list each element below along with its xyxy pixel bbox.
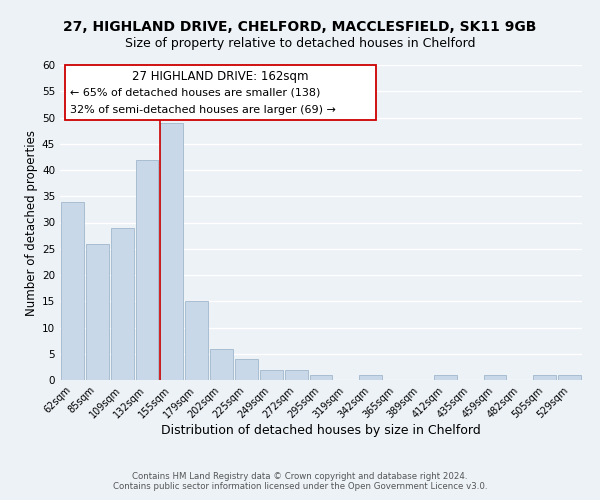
Text: Contains HM Land Registry data © Crown copyright and database right 2024.: Contains HM Land Registry data © Crown c… [132,472,468,481]
Bar [484,375,506,380]
Bar [533,375,556,380]
Text: 27, HIGHLAND DRIVE, CHELFORD, MACCLESFIELD, SK11 9GB: 27, HIGHLAND DRIVE, CHELFORD, MACCLESFIE… [64,20,536,34]
Text: ← 65% of detached houses are smaller (138): ← 65% of detached houses are smaller (13… [70,88,321,98]
Bar [558,375,581,380]
Bar [235,359,258,380]
Bar [359,375,382,380]
Bar [86,244,109,380]
Bar [260,370,283,380]
Bar [61,202,84,380]
Bar [185,301,208,380]
Bar [111,228,134,380]
Bar [160,122,183,380]
Y-axis label: Number of detached properties: Number of detached properties [25,130,38,316]
X-axis label: Distribution of detached houses by size in Chelford: Distribution of detached houses by size … [161,424,481,437]
Bar [210,348,233,380]
Text: 27 HIGHLAND DRIVE: 162sqm: 27 HIGHLAND DRIVE: 162sqm [132,70,309,82]
Bar [136,160,158,380]
Text: Contains public sector information licensed under the Open Government Licence v3: Contains public sector information licen… [113,482,487,491]
Bar [434,375,457,380]
Bar [310,375,332,380]
Text: 32% of semi-detached houses are larger (69) →: 32% of semi-detached houses are larger (… [70,106,337,116]
Bar [285,370,308,380]
FancyBboxPatch shape [65,65,376,120]
Text: Size of property relative to detached houses in Chelford: Size of property relative to detached ho… [125,38,475,51]
